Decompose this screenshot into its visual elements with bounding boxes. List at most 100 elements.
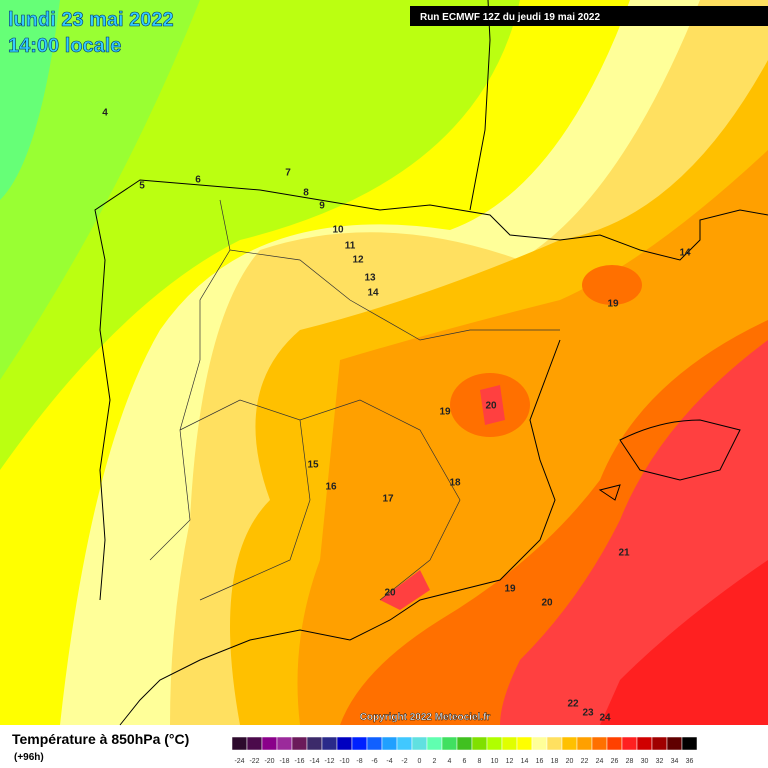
legend-swatch	[351, 736, 368, 751]
coastlines	[94, 0, 768, 726]
legend-swatch	[651, 736, 668, 751]
contour-label: 19	[607, 299, 619, 310]
contour-label: 11	[345, 241, 356, 252]
contour-label: 15	[307, 460, 319, 471]
legend-swatch	[396, 736, 413, 751]
legend-label: 8	[478, 758, 482, 765]
legend-label: 16	[536, 758, 544, 765]
borders	[149, 199, 560, 601]
contour-label: 19	[439, 407, 451, 418]
run-banner	[410, 6, 768, 26]
legend-label: -18	[279, 758, 289, 765]
legend-label: -6	[371, 758, 377, 765]
contour-label: 17	[382, 494, 394, 505]
contour-label: 20	[485, 401, 497, 412]
legend-label: 2	[433, 758, 437, 765]
legend-label: -20	[264, 758, 274, 765]
legend-label: -16	[294, 758, 304, 765]
contour-label: 10	[332, 225, 344, 236]
contour-label: 20	[541, 598, 553, 609]
contour-label: 9	[319, 201, 325, 212]
legend-swatch	[276, 736, 293, 751]
legend-label: 6	[463, 758, 467, 765]
legend-label: -4	[386, 758, 392, 765]
color-legend: -24 -22 -20 -18 -16 -14 -12 -10 -8 -6 -4 -2 0 2 4 6 8 10 1…	[231, 736, 698, 765]
contour-label: 24	[599, 713, 611, 724]
temperature-field	[0, 0, 768, 725]
legend-swatch	[531, 736, 548, 751]
legend-label: 32	[656, 758, 664, 765]
contour-label: 12	[352, 255, 364, 266]
date-line: lundi 23 mai 2022	[8, 9, 174, 31]
legend-label: 4	[448, 758, 452, 765]
legend-label: 26	[611, 758, 619, 765]
legend-swatch	[381, 736, 398, 751]
contour-label: 5	[139, 181, 145, 192]
legend-swatch	[561, 736, 578, 751]
footer-title: Température à 850hPa (°C)	[12, 731, 189, 747]
legend-swatch	[231, 736, 248, 751]
legend-swatch	[516, 736, 533, 751]
legend-swatch	[366, 736, 383, 751]
legend-label: 12	[506, 758, 514, 765]
legend-swatch	[546, 736, 563, 751]
legend-label: 36	[686, 758, 694, 765]
legend-swatch	[441, 736, 458, 751]
legend-swatch	[471, 736, 488, 751]
legend-label: 20	[566, 758, 574, 765]
legend-swatch	[426, 736, 443, 751]
contour-label: 14	[367, 288, 379, 299]
legend-label: -12	[324, 758, 334, 765]
contour-label: 4	[102, 108, 108, 119]
legend-swatch	[666, 736, 683, 751]
run-info: Run ECMWF 12Z du jeudi 19 mai 2022	[420, 12, 600, 23]
legend-label: -22	[249, 758, 259, 765]
contour-label: 8	[303, 188, 309, 199]
legend-swatch	[591, 736, 608, 751]
legend-label: 14	[521, 758, 529, 765]
legend-label: 18	[551, 758, 559, 765]
contour-label: 22	[567, 699, 579, 710]
contour-label: 18	[449, 478, 461, 489]
legend-label: -14	[309, 758, 319, 765]
contour-label: 20	[384, 588, 396, 599]
legend-label: 30	[641, 758, 649, 765]
legend-label: 24	[596, 758, 604, 765]
legend-swatch	[456, 736, 473, 751]
legend-swatch	[606, 736, 623, 751]
legend-swatch	[681, 736, 698, 751]
contour-label: 13	[364, 273, 376, 284]
legend-swatch	[486, 736, 503, 751]
legend-label: 34	[671, 758, 679, 765]
legend-label: -8	[356, 758, 362, 765]
legend-swatch	[411, 736, 428, 751]
footer-lead: (+96h)	[14, 752, 44, 763]
legend-label: 22	[581, 758, 589, 765]
contour-label: 7	[285, 168, 291, 179]
time-line: 14:00 locale	[8, 35, 121, 57]
legend-swatch	[246, 736, 263, 751]
legend-label: 28	[626, 758, 634, 765]
legend-label: 0	[418, 758, 422, 765]
contour-label: 19	[504, 584, 516, 595]
legend-swatch	[261, 736, 278, 751]
legend-swatch	[621, 736, 638, 751]
legend-swatch	[636, 736, 653, 751]
copyright: Copyright 2022 Meteociel.fr	[360, 712, 491, 723]
legend-label: 10	[491, 758, 499, 765]
legend-label: -10	[339, 758, 349, 765]
contour-label: 16	[325, 482, 337, 493]
legend-swatch	[321, 736, 338, 751]
contour-label: 23	[582, 708, 594, 719]
legend-swatch	[576, 736, 593, 751]
contour-label: 21	[618, 548, 630, 559]
legend-swatch	[291, 736, 308, 751]
legend-label: -24	[234, 758, 244, 765]
legend-swatch	[336, 736, 353, 751]
contour-label: 6	[195, 175, 201, 186]
contour-label: 14	[679, 248, 691, 259]
legend-swatch	[501, 736, 518, 751]
legend-label: -2	[401, 758, 407, 765]
